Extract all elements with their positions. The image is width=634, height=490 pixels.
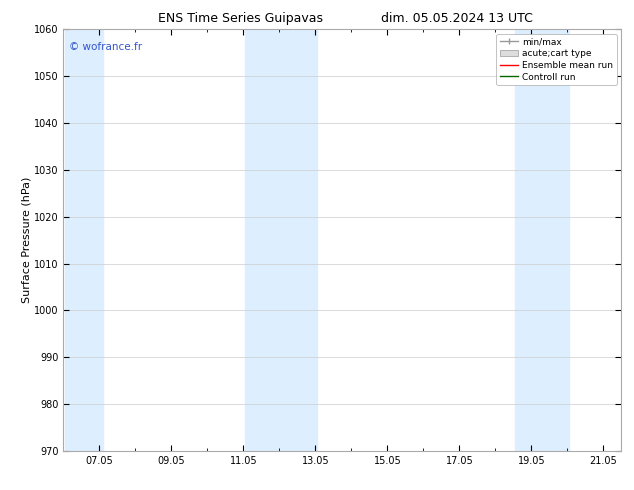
Y-axis label: Surface Pressure (hPa): Surface Pressure (hPa) [21, 177, 31, 303]
Text: ENS Time Series Guipavas: ENS Time Series Guipavas [158, 12, 323, 25]
Bar [515, 29, 569, 451]
Bar [65, 29, 103, 451]
Bar [245, 29, 317, 451]
Text: dim. 05.05.2024 13 UTC: dim. 05.05.2024 13 UTC [380, 12, 533, 25]
Text: © wofrance.fr: © wofrance.fr [69, 42, 142, 52]
Legend: min/max, acute;cart type, Ensemble mean run, Controll run: min/max, acute;cart type, Ensemble mean … [496, 34, 617, 85]
